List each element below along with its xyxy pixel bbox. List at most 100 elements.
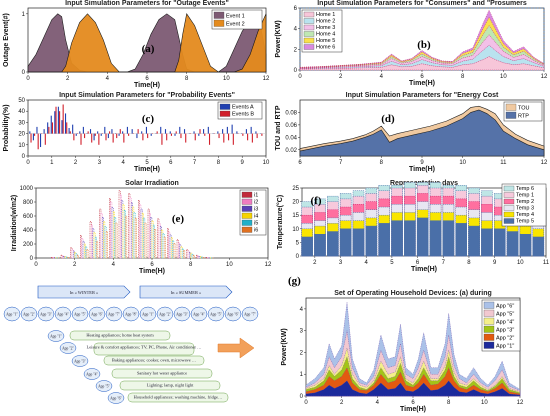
x-tick-label: 0 — [298, 74, 302, 80]
y-tick-label: 0 — [22, 154, 26, 160]
bar-events-b — [251, 133, 253, 143]
y-tick-label: 1 — [300, 372, 304, 378]
x-tick-label: 10 — [517, 260, 524, 266]
bar-events-b — [156, 131, 158, 134]
x-tick-label: 5 — [145, 160, 149, 166]
app-node — [20, 306, 38, 322]
bar-events-a — [150, 133, 152, 136]
y-tick-label: 2 — [294, 47, 298, 53]
legend-swatch — [303, 24, 315, 31]
x-tick-label: 10 — [459, 160, 466, 166]
bar-events-a — [222, 129, 224, 134]
x-tick-label: 12 — [541, 74, 548, 80]
legend-swatch — [241, 212, 253, 219]
summer-banner — [139, 285, 233, 299]
bar-events-a — [111, 129, 113, 134]
bar-events-b — [51, 122, 53, 134]
y-tick-label: 0 — [296, 254, 300, 260]
y-tick-label: 0 — [294, 68, 298, 74]
legend-label: App "3" — [496, 328, 514, 334]
bar-events-b — [48, 126, 50, 134]
panel-g-household-devices: Set of Operating Household Devices: (a) … — [276, 275, 550, 416]
y-axis-label: Irradiation(w/m2) — [11, 195, 18, 251]
legend-label: App "6" — [496, 304, 514, 310]
legend-swatch — [303, 18, 315, 24]
legend-swatch — [213, 19, 225, 27]
bar-events-a — [68, 128, 70, 134]
y-tick-label: 400 — [23, 228, 34, 234]
appliance-diagram: In « WINTER » In « SUMMER » App "1" App "2"… — [3, 285, 259, 404]
bar-events-b — [223, 133, 225, 143]
x-tick-label: 0 — [34, 262, 38, 268]
bar-temp-5 — [494, 228, 506, 257]
y-tick-label: 25 — [292, 186, 299, 192]
bar-i5 — [152, 224, 155, 259]
bar-temp-5 — [365, 225, 378, 257]
y-tick-label: 0 — [30, 256, 34, 262]
x-tick-label: 8 — [217, 160, 221, 166]
x-tick-label: 8 — [447, 400, 451, 406]
app-node-label: App "5" — [74, 313, 86, 317]
app-node — [241, 306, 259, 322]
legend-label: Event 1 — [226, 14, 245, 20]
bar-i5 — [75, 253, 78, 259]
legend-swatch — [483, 333, 495, 341]
x-tick-label: 12 — [263, 76, 270, 82]
bar-events-b — [147, 133, 149, 139]
x-tick-label: 4 — [380, 74, 384, 80]
cascade-node — [95, 380, 113, 392]
x-tick-label: 10 — [481, 400, 488, 406]
bar-events-b — [55, 106, 57, 134]
x-tick-label: 11 — [500, 160, 507, 166]
appliance-box — [119, 380, 221, 391]
app-node-label: App "6" — [91, 313, 103, 317]
app-node-label: App "6" — [227, 313, 239, 317]
bar-events-b — [119, 129, 121, 134]
y-tick-label: 200 — [23, 242, 34, 248]
area-home-2 — [299, 44, 545, 70]
bar-events-b — [98, 133, 100, 145]
bar-i5 — [172, 240, 175, 259]
x-tick-label: 10 — [263, 160, 270, 166]
panel-c-probability-events: Input Simulation Parameters for "Probabi… — [0, 92, 272, 176]
x-tick-label: 2 — [73, 262, 77, 268]
bar-events-b — [194, 133, 196, 141]
x-tick-label: 6 — [169, 160, 173, 166]
bar-i4 — [132, 206, 135, 259]
x-tick-label: 2 — [74, 160, 78, 166]
appliance-box-label: Baking appliances; cooker, oven, microwa… — [112, 358, 196, 364]
bar-i6 — [163, 236, 166, 259]
app-node-label: App "2" — [23, 313, 35, 317]
bar-temp-5 — [429, 220, 442, 257]
bar-i2 — [187, 250, 190, 259]
app-node — [105, 306, 123, 322]
x-tick-label: 4 — [365, 260, 369, 266]
y-axis-label: Temperature(°C) — [276, 195, 284, 249]
bar-events-b — [180, 133, 182, 139]
legend-label: App "2" — [496, 336, 514, 342]
y-tick-label: 3 — [300, 329, 304, 335]
legend-label: i2 — [254, 200, 258, 206]
bar-events-a — [203, 129, 205, 134]
chart-title: Input Simulation Parameters for "Probabi… — [59, 92, 235, 99]
legend-label: Home 1 — [316, 12, 335, 18]
bar-i5 — [191, 253, 194, 259]
legend-label: Event 2 — [226, 22, 245, 28]
bar-events-a — [193, 131, 195, 134]
bar-events-a — [104, 126, 106, 134]
bar-i5 — [104, 226, 107, 259]
cascade-node-label: App "4" — [86, 373, 98, 377]
bar-events-a — [97, 131, 99, 134]
x-tick-label: 4 — [376, 400, 380, 406]
bar-i1 — [138, 200, 140, 259]
bar-events-b — [112, 133, 114, 143]
legend-swatch — [503, 198, 515, 205]
legend-swatch — [483, 325, 495, 333]
bar-events-b — [161, 133, 163, 145]
y-tick-label: 2 — [300, 350, 304, 356]
chart-title: Input Simulation Parameters for "Consume… — [317, 0, 527, 7]
y-tick-label: 0.08 — [285, 110, 297, 116]
y-tick-label: 0.04 — [285, 135, 297, 141]
bar-i6 — [154, 228, 157, 259]
app-node-label: App "2" — [159, 313, 171, 317]
